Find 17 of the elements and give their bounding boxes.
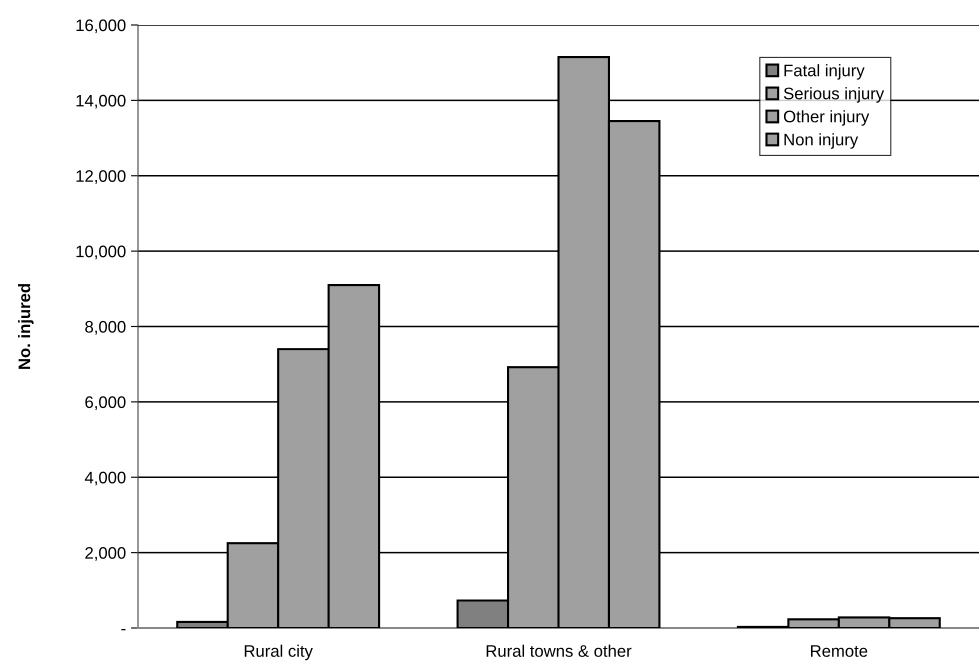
y-tick-label: 14,000 — [76, 94, 126, 109]
x-tick-label: Rural city — [244, 644, 313, 660]
legend-label: Other injury — [784, 110, 870, 126]
legend-label: Serious injury — [784, 87, 884, 103]
legend-label: Non injury — [784, 133, 858, 149]
y-tick-label: 4,000 — [84, 472, 126, 486]
y-axis-title: No. injured — [18, 284, 34, 369]
y-tick-label: 2,000 — [85, 547, 126, 561]
y-tick-label: 16,000 — [76, 19, 126, 34]
y-tick-label: 12,000 — [76, 170, 126, 184]
y-tick-label: 10,000 — [76, 246, 126, 260]
legend-label: Fatal injury — [784, 64, 865, 80]
x-tick-label: Remote — [811, 645, 868, 657]
x-tick-label: Rural towns & other — [486, 644, 632, 657]
y-tick-label: 8,000 — [85, 320, 126, 335]
y-tick-label: - — [121, 628, 126, 630]
y-tick-label: 6,000 — [85, 396, 126, 410]
